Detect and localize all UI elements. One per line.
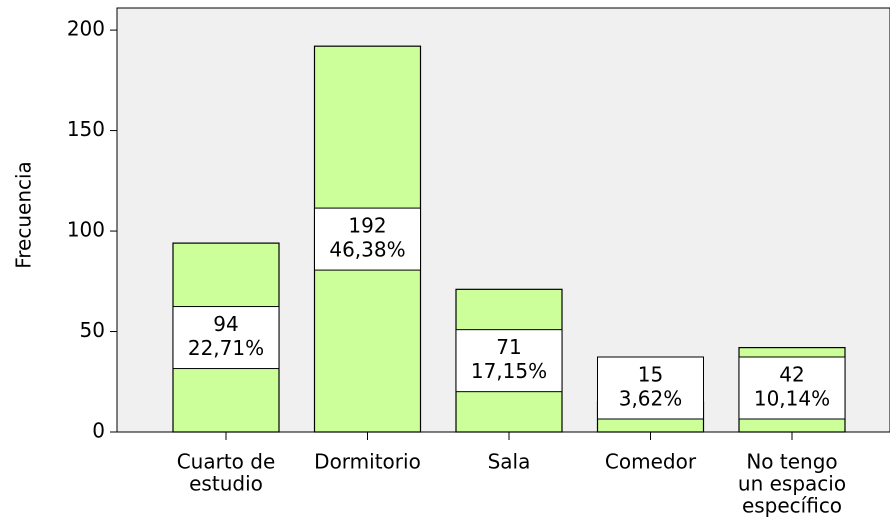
data-label-box xyxy=(455,329,563,393)
x-tick-label: Comedor xyxy=(605,450,697,474)
y-tick-label: 50 xyxy=(80,318,105,342)
data-label-value: 192 xyxy=(348,214,386,238)
y-tick-label: 100 xyxy=(67,218,105,242)
x-tick-label: Cuarto de xyxy=(177,450,276,474)
y-tick-label: 0 xyxy=(92,419,105,443)
y-tick-label: 150 xyxy=(67,117,105,141)
data-label-percent: 46,38% xyxy=(329,238,405,262)
data-label-percent: 22,71% xyxy=(188,336,264,360)
data-label-value: 15 xyxy=(638,363,663,387)
data-label-value: 42 xyxy=(779,363,804,387)
y-axis-label: Frecuencia xyxy=(12,161,36,269)
x-tick-label: No tengo xyxy=(746,450,837,474)
x-tick-label: un espacio xyxy=(738,472,846,496)
x-tick-label: específico xyxy=(742,494,842,518)
data-label-value: 71 xyxy=(496,335,521,359)
data-label-box xyxy=(738,356,846,420)
data-label-percent: 17,15% xyxy=(471,359,547,383)
x-tick-label: Sala xyxy=(488,450,531,474)
x-tick-label: estudio xyxy=(189,472,263,496)
x-tick-label: Dormitorio xyxy=(314,450,421,474)
data-label-value: 94 xyxy=(213,312,238,336)
data-label-percent: 3,62% xyxy=(619,387,683,411)
data-label-box xyxy=(314,207,421,271)
y-tick-label: 200 xyxy=(67,17,105,41)
data-label-box xyxy=(172,306,280,370)
data-label-box xyxy=(597,356,704,420)
data-label-percent: 10,14% xyxy=(754,387,830,411)
